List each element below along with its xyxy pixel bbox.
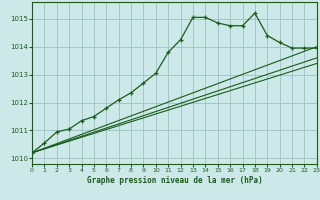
X-axis label: Graphe pression niveau de la mer (hPa): Graphe pression niveau de la mer (hPa) <box>86 176 262 185</box>
